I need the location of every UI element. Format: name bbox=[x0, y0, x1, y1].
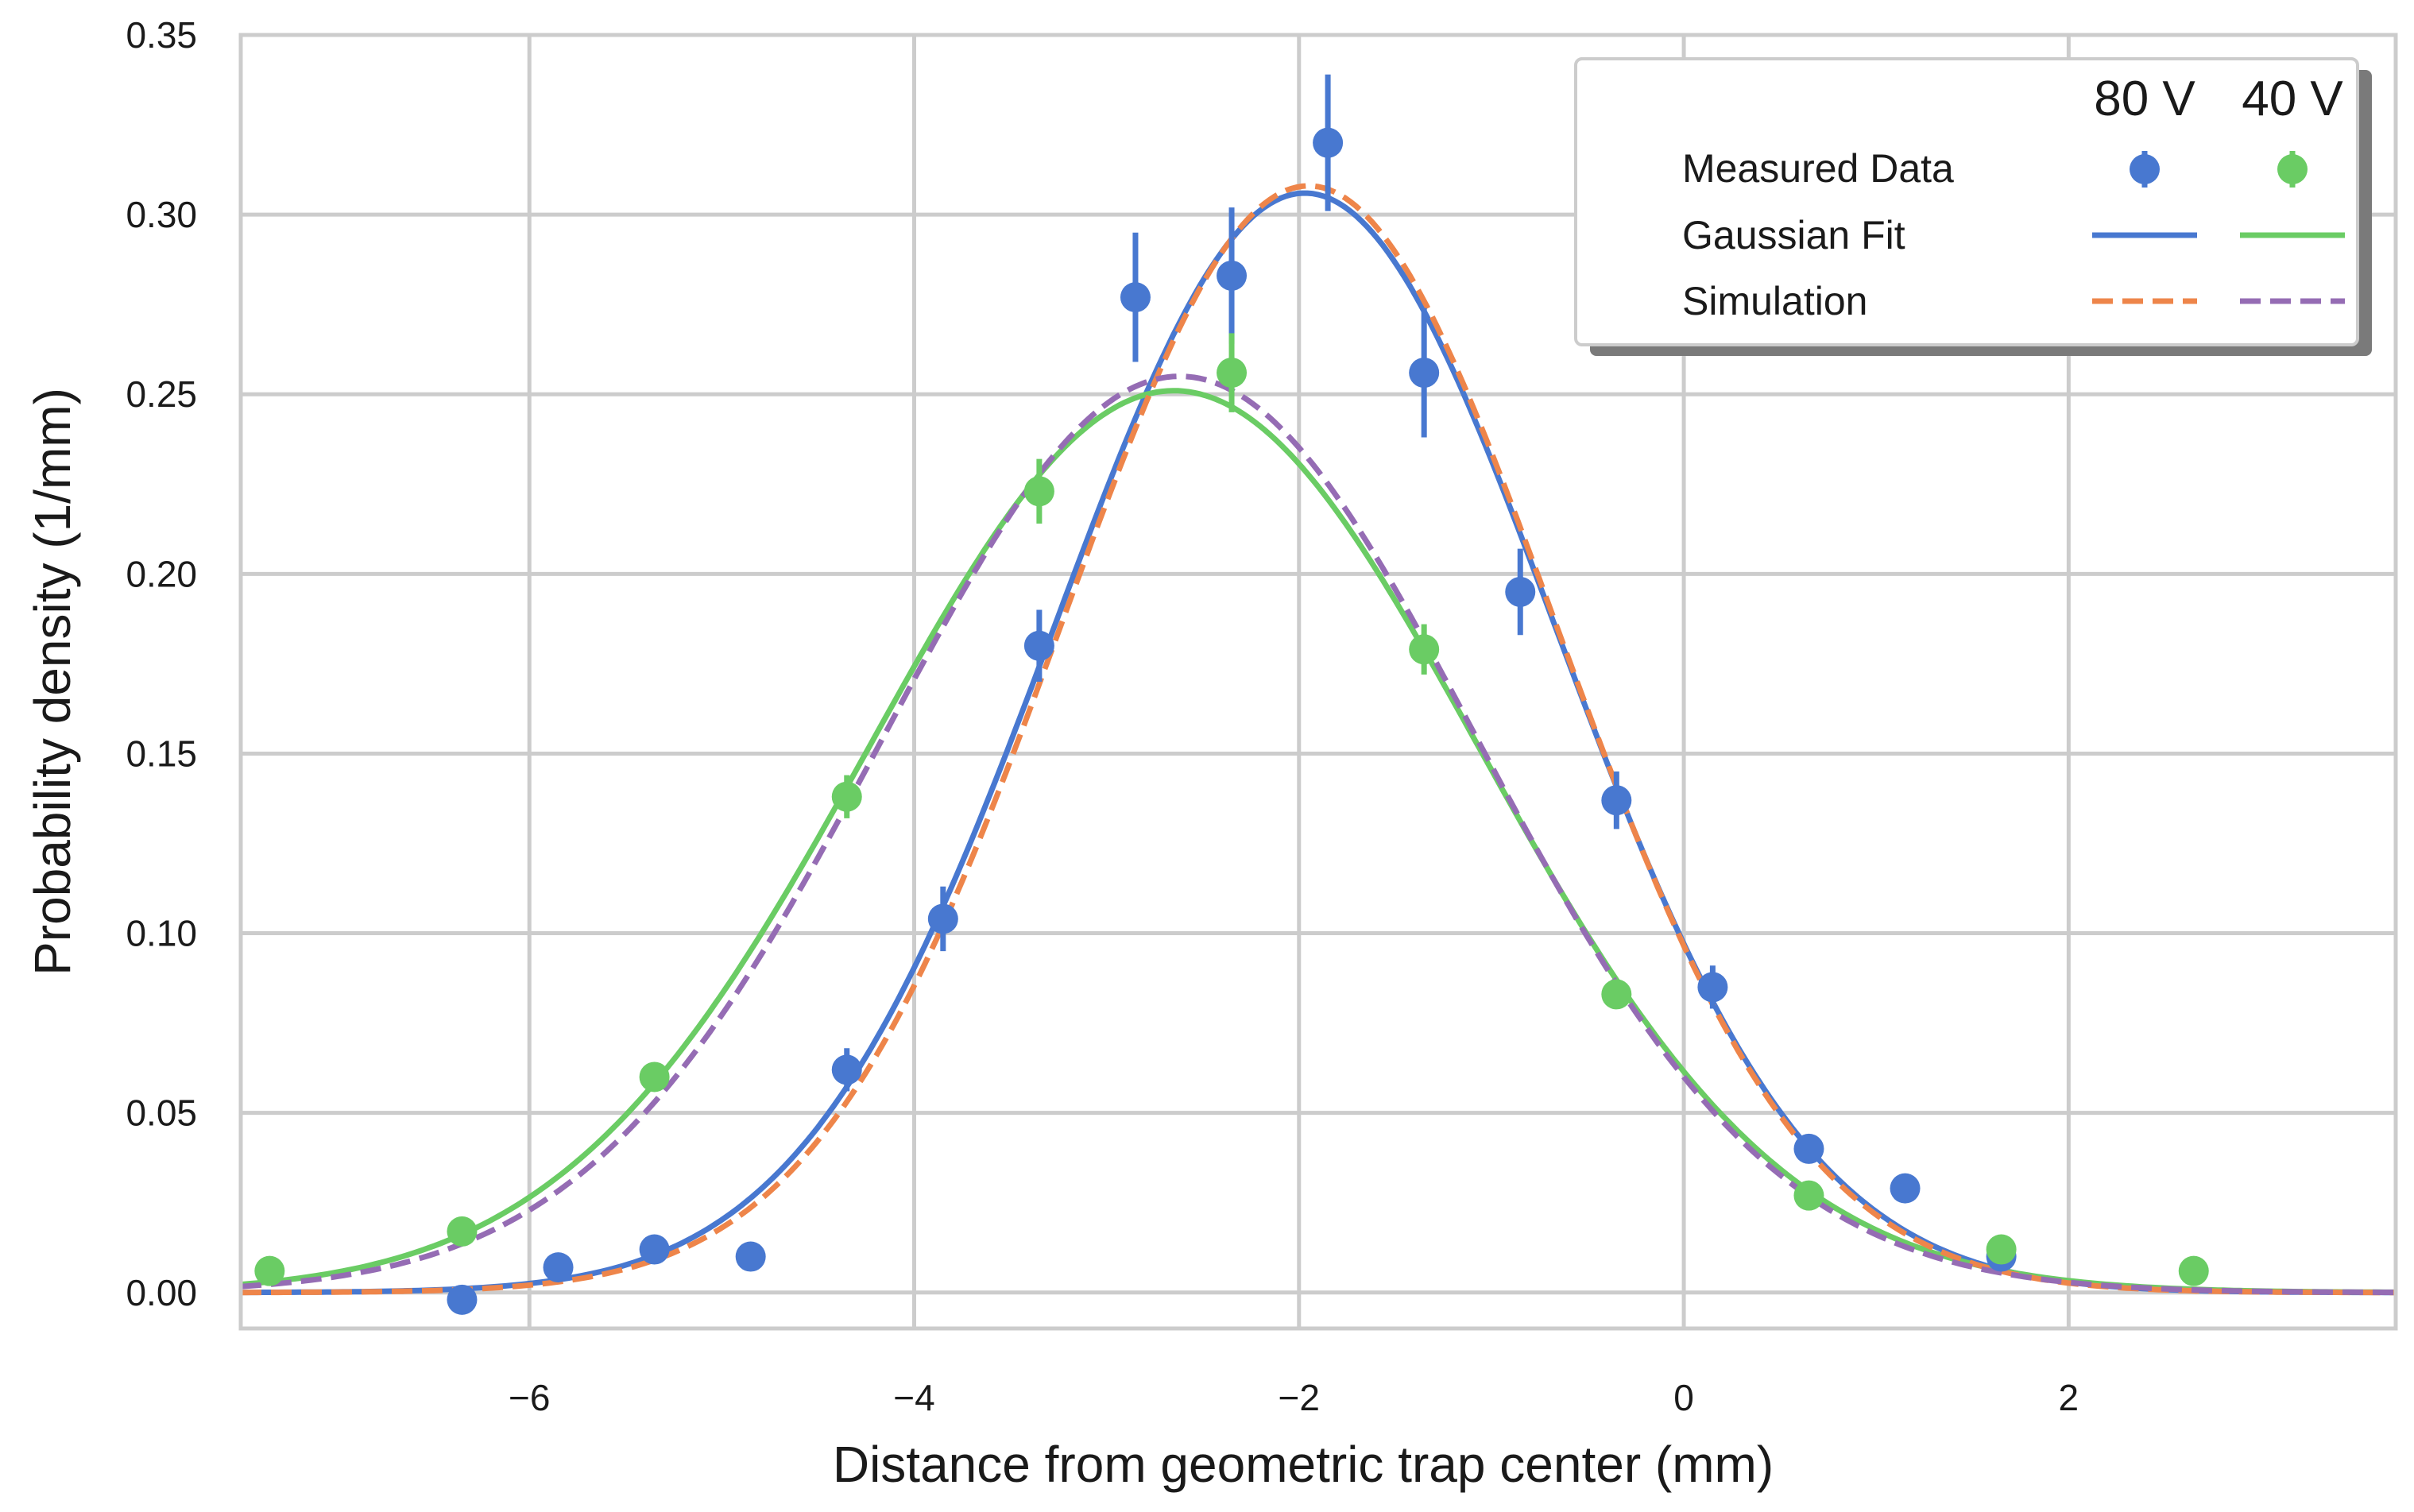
measured-data-80-v-point bbox=[831, 1054, 862, 1085]
measured-data-80-v-point bbox=[1890, 1173, 1921, 1204]
y-tick-label: 0.20 bbox=[126, 553, 197, 594]
measured-data-80-v-point bbox=[1601, 785, 1632, 816]
grid bbox=[241, 33, 2396, 1328]
measured-data-40-v-point bbox=[1601, 979, 1632, 1010]
y-tick-label: 0.05 bbox=[126, 1092, 197, 1134]
measured-data-40-v-point bbox=[1217, 358, 1248, 389]
measured-data-80-v-point bbox=[735, 1241, 766, 1272]
measured-data-40-v-point bbox=[831, 781, 862, 812]
legend-label-simulation: Simulation bbox=[1682, 279, 1867, 323]
measured-data-40-v-point bbox=[254, 1255, 285, 1286]
measured-data-80-v-point bbox=[1505, 576, 1536, 607]
measured-data-80-v-point bbox=[1409, 358, 1440, 389]
y-tick-label: 0.35 bbox=[126, 14, 197, 56]
tick-labels: −6 −4 −2 0 2 0.00 0.05 0.10 0.15 0.20 0.25 0.30 0.35 bbox=[126, 14, 2079, 1418]
legend-label-measured: Measured Data bbox=[1682, 146, 1954, 191]
measured-data-40-v-point bbox=[2178, 1255, 2209, 1286]
measured-data-80-v-point bbox=[447, 1284, 478, 1315]
measured-data-40-v-point bbox=[639, 1061, 670, 1092]
measured-data-80-v-point bbox=[543, 1252, 574, 1283]
y-tick-label: 0.00 bbox=[126, 1272, 197, 1313]
measured-data-80-v-point bbox=[1120, 282, 1151, 313]
x-tick-label: −2 bbox=[1279, 1377, 1320, 1418]
simulation-40-v-curve bbox=[240, 373, 2396, 1295]
y-tick-label: 0.25 bbox=[126, 373, 197, 415]
y-axis-label: Probability density (1/mm) bbox=[24, 388, 81, 976]
x-tick-label: −4 bbox=[893, 1377, 934, 1418]
legend: 80 V 40 V Measured Data Gaussian Fit Sim… bbox=[1574, 57, 2372, 356]
measured-data-80-v-point bbox=[639, 1234, 670, 1265]
measured-data-40-v-point bbox=[447, 1216, 478, 1247]
measured-data-40-v-point bbox=[1986, 1234, 2017, 1265]
plot-frame bbox=[238, 33, 2398, 1331]
measured-data-80-v-point bbox=[1697, 972, 1728, 1003]
legend-point-marker bbox=[2130, 154, 2160, 184]
x-tick-label: 2 bbox=[2059, 1377, 2079, 1418]
data-points bbox=[254, 74, 2209, 1315]
legend-box bbox=[1574, 57, 2359, 346]
x-tick-label: 0 bbox=[1673, 1377, 1694, 1418]
legend-markers bbox=[2092, 151, 2345, 304]
measured-data-40-v-point bbox=[1793, 1180, 1824, 1211]
legend-header-40v: 40 V bbox=[2242, 72, 2343, 126]
measured-data-80-v-point bbox=[1023, 630, 1054, 661]
measured-data-80-v-point bbox=[1217, 260, 1248, 291]
measured-data-40-v-point bbox=[1023, 476, 1054, 507]
legend-label-fit: Gaussian Fit bbox=[1682, 213, 1905, 257]
legend-point-marker bbox=[2277, 154, 2308, 184]
measured-data-80-v-point bbox=[1313, 127, 1344, 158]
measured-data-80-v-point bbox=[927, 903, 958, 934]
measured-data-80-v-point bbox=[1793, 1133, 1824, 1164]
legend-header-80v: 80 V bbox=[2094, 72, 2195, 126]
simulation-80-v-curve bbox=[241, 183, 2396, 1296]
y-tick-label: 0.30 bbox=[126, 194, 197, 235]
x-tick-label: −6 bbox=[509, 1377, 550, 1418]
curves bbox=[240, 183, 2396, 1296]
measured-data-40-v-point bbox=[1409, 634, 1440, 665]
y-tick-label: 0.10 bbox=[126, 913, 197, 954]
x-axis-label: Distance from geometric trap center (mm) bbox=[833, 1436, 1774, 1493]
y-tick-label: 0.15 bbox=[126, 733, 197, 774]
